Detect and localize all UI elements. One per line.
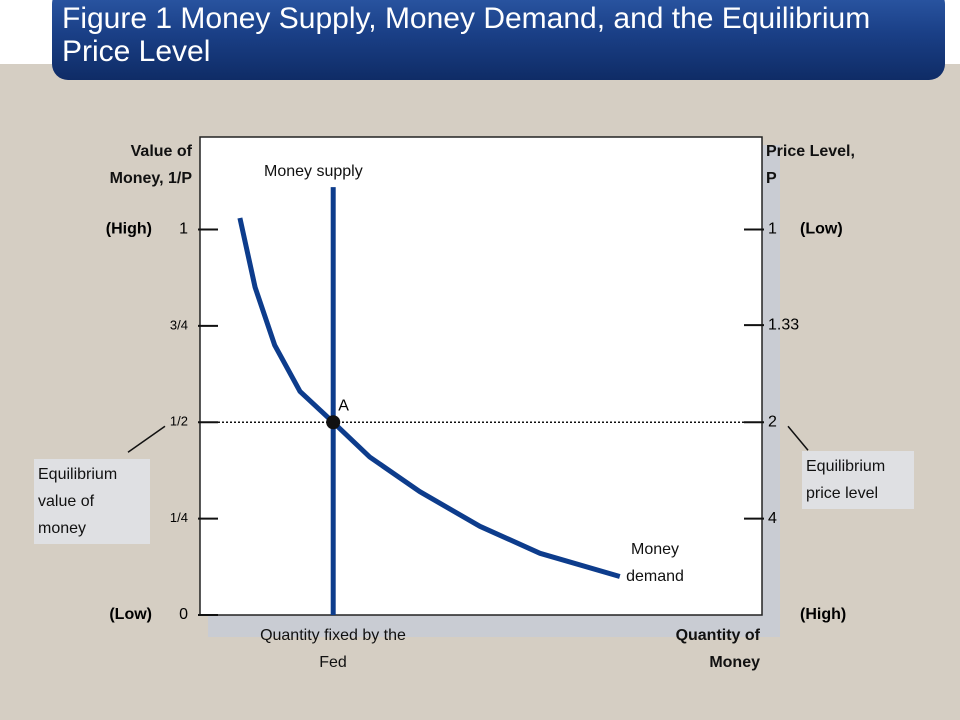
y-axis-label: Value of Money, 1/P [109,143,192,187]
y-tick-label: 3/4 [170,317,188,332]
y-tick-label: 1 [179,221,188,238]
annotation: Equilibrium price level [802,451,914,509]
y2-end-label: (High) [800,606,846,623]
y2-tick-label: 1 [768,221,777,238]
y-tick-label: 0 [179,606,188,623]
series-line [237,217,621,579]
chart-title: Figure 1 Money Supply, Money Demand, and… [62,2,871,68]
annotation: Quantity fixed by the Fed [260,627,406,671]
point-label: A [338,397,349,414]
equilibrium-point [326,415,341,430]
annotation: Equilibrium value of money [34,459,150,544]
title-banner [52,0,945,80]
y2-axis-label: Price Level, P [766,143,855,187]
leader-line [127,425,166,453]
y2-tick-label: 1.33 [768,316,799,333]
y-tick-label: 1/4 [170,510,188,525]
plot-area [199,136,763,616]
y-end-label: (High) [106,221,152,238]
y-end-label: (Low) [109,606,152,623]
series-label: Money supply [264,163,363,180]
x-axis-label: Quantity of Money [675,627,760,671]
y-tick-label: 1/2 [170,414,188,429]
y2-tick-label: 4 [768,510,777,527]
y2-tick-label: 2 [768,413,777,430]
y2-end-label: (Low) [800,221,843,238]
leader-line [787,425,809,451]
series-label: Money demand [626,541,684,585]
